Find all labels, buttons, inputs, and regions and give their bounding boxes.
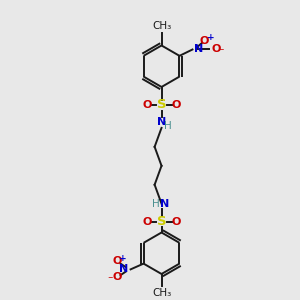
Text: H: H (152, 199, 160, 209)
Text: O: O (112, 256, 122, 266)
Text: N: N (157, 117, 166, 127)
Text: H: H (164, 121, 172, 131)
Text: ⁻: ⁻ (218, 47, 224, 57)
Text: +: + (119, 254, 126, 263)
Text: O: O (200, 36, 209, 46)
Text: S: S (157, 98, 166, 111)
Text: O: O (171, 100, 181, 110)
Text: ⁻: ⁻ (107, 275, 112, 285)
Text: +: + (206, 34, 214, 43)
Text: CH₃: CH₃ (152, 21, 171, 31)
Text: N: N (119, 264, 129, 274)
Text: O: O (142, 217, 152, 226)
Text: O: O (211, 44, 220, 54)
Text: N: N (194, 44, 204, 54)
Text: S: S (157, 215, 166, 228)
Text: CH₃: CH₃ (152, 288, 171, 298)
Text: N: N (160, 199, 169, 209)
Text: O: O (112, 272, 122, 282)
Text: O: O (142, 100, 152, 110)
Text: O: O (171, 217, 181, 226)
